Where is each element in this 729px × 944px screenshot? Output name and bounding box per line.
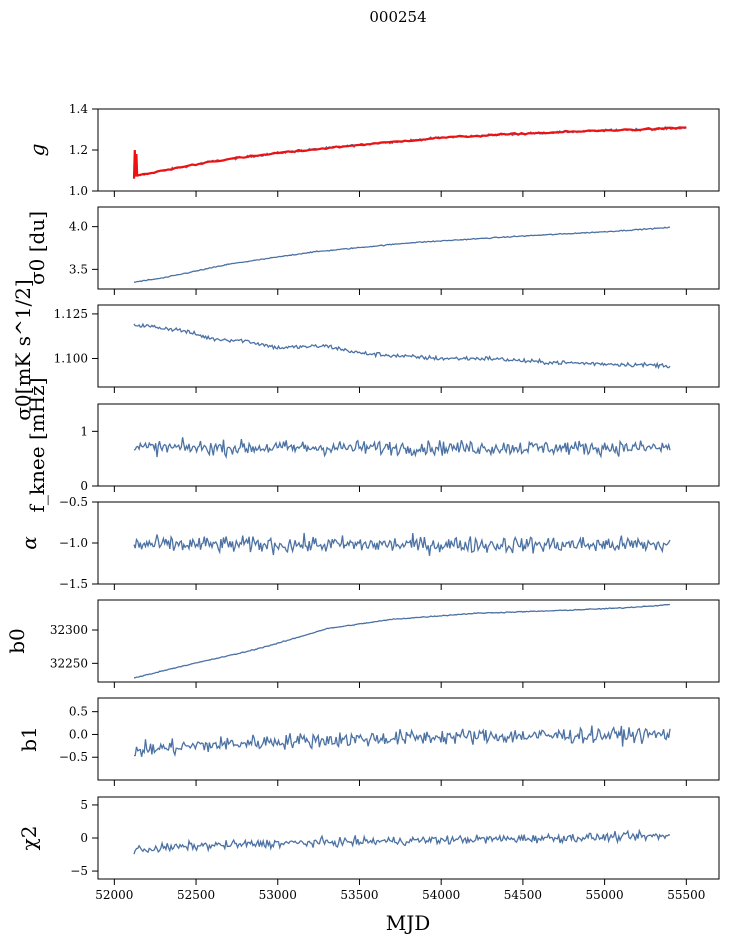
y-tick-label: −0.5 [59, 495, 88, 509]
panel-6: −0.5 0.0 0.5 b1 [17, 697, 720, 786]
y-tick-label: 5 [80, 798, 88, 812]
x-tick-label: 54000 [422, 888, 460, 902]
y-axis-label: b0 [5, 628, 29, 654]
y-tick-label: 32250 [50, 656, 88, 670]
series-line [133, 322, 671, 370]
series-line [133, 437, 671, 460]
y-tick-label: −1.5 [59, 577, 88, 591]
x-axis-label: MJD [386, 911, 431, 935]
series-line [133, 532, 671, 556]
axes-frame [97, 697, 720, 781]
series-line [133, 603, 671, 679]
x-tick-label: 52000 [95, 888, 133, 902]
axes-frame [97, 206, 720, 290]
y-axis-label: σ0[mK s^1/2] [11, 279, 35, 420]
y-tick-label: −5 [70, 864, 88, 878]
figure-title: 000254 [369, 8, 426, 26]
y-axis-label: σ0 [du] [25, 211, 49, 285]
panel-1: 3.5 4.0 σ0 [du] [25, 206, 720, 295]
y-axis-label: α [17, 536, 41, 550]
y-tick-label: 0 [80, 479, 88, 493]
y-tick-label: 0.5 [69, 705, 88, 719]
y-tick-label: 4.0 [69, 220, 88, 234]
y-tick-label: 1.4 [69, 102, 88, 116]
y-axis-label: b1 [17, 726, 41, 752]
y-tick-label: 0.0 [69, 727, 88, 741]
x-tick-label: 52500 [177, 888, 215, 902]
y-axis-label: g [25, 144, 49, 157]
y-tick-label: 0 [80, 831, 88, 845]
panel-4: −1.5 −1.0 −0.5 α [17, 495, 720, 591]
panel-3: 0 1 f_knee [mHz] [25, 378, 720, 513]
x-tick-label: 53500 [340, 888, 378, 902]
axes-frame [97, 403, 720, 487]
y-tick-label: 1 [80, 424, 88, 438]
axes-frame [97, 599, 720, 683]
panel-2: 1.100 1.125 σ0[mK s^1/2] [11, 279, 720, 421]
y-tick-label: 1.100 [54, 351, 88, 365]
y-tick-label: 1.0 [69, 184, 88, 198]
series-line [133, 828, 671, 855]
y-tick-label: −1.0 [59, 536, 88, 550]
y-tick-label: 3.5 [69, 262, 88, 276]
y-tick-label: 32300 [50, 623, 88, 637]
y-tick-label: −0.5 [59, 750, 88, 764]
axes-frame [97, 304, 720, 388]
panels: 1.0 1.2 1.4 g 3.5 4.0 σ0 [du] 1.100 1.125 σ0[mK s… [5, 102, 720, 902]
panel-0: 1.0 1.2 1.4 g [25, 102, 720, 198]
axes-frame [97, 796, 720, 880]
y-tick-label: 1.125 [54, 307, 88, 321]
y-tick-label: 1.2 [69, 143, 88, 157]
fit-line [132, 126, 687, 179]
x-tick-label: 54500 [504, 888, 542, 902]
panel-5: 32250 32300 b0 [5, 599, 720, 688]
x-tick-label: 53000 [259, 888, 297, 902]
axes-frame [97, 108, 720, 192]
y-axis-label: χ2 [17, 826, 41, 851]
y-axis-label: f_knee [mHz] [25, 378, 49, 513]
series-line [133, 125, 687, 177]
panel-7: −5 0 5 52000 52500 53000 53500 54000 54500 55000 5… [17, 796, 720, 902]
series-line [133, 725, 671, 758]
x-tick-label: 55000 [586, 888, 624, 902]
series-line [133, 226, 671, 283]
x-tick-label: 55500 [667, 888, 705, 902]
